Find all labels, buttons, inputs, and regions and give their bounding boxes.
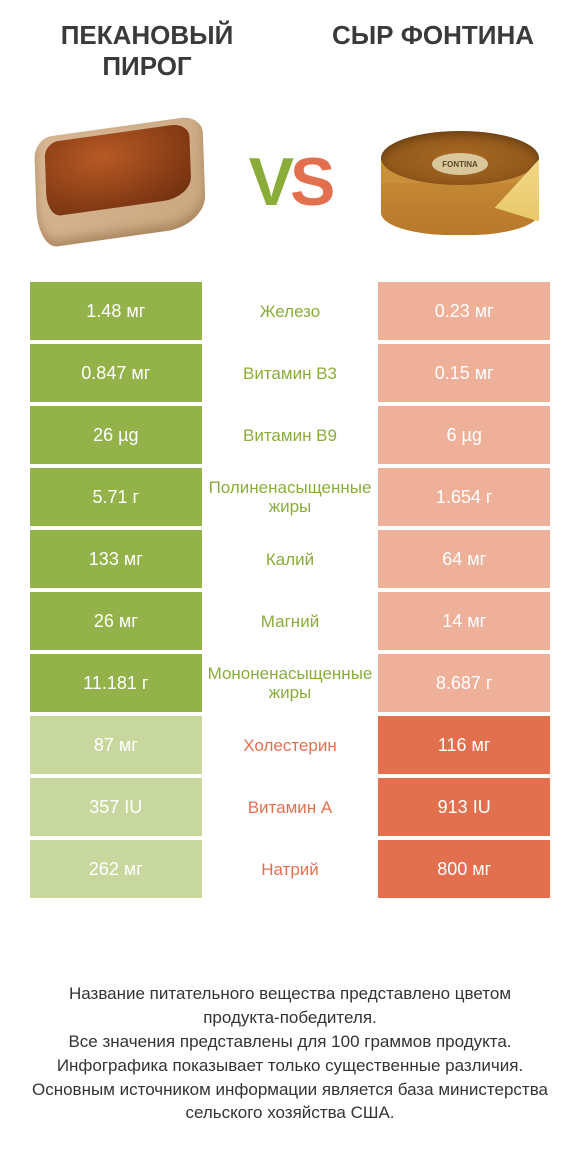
nutrient-row: 26 мгМагний14 мг bbox=[30, 592, 550, 650]
value-right: 116 мг bbox=[378, 716, 550, 774]
pecan-pie-image bbox=[30, 112, 210, 252]
nutrient-label: Железо bbox=[202, 282, 379, 340]
hero-row: VS FONTINA bbox=[0, 92, 580, 282]
nutrient-row: 133 мгКалий64 мг bbox=[30, 530, 550, 588]
value-right: 1.654 г bbox=[378, 468, 550, 526]
nutrient-label: Натрий bbox=[202, 840, 379, 898]
nutrient-row: 5.71 гПолиненасыщенные жиры1.654 г bbox=[30, 468, 550, 526]
nutrient-label: Калий bbox=[202, 530, 379, 588]
value-right: 64 мг bbox=[378, 530, 550, 588]
value-left: 133 мг bbox=[30, 530, 202, 588]
nutrient-row: 87 мгХолестерин116 мг bbox=[30, 716, 550, 774]
nutrient-label: Витамин B3 bbox=[202, 344, 379, 402]
value-right: 800 мг bbox=[378, 840, 550, 898]
nutrient-label: Витамин A bbox=[202, 778, 379, 836]
title-right: СЫР ФОНТИНА bbox=[316, 20, 550, 82]
nutrient-label: Витамин B9 bbox=[202, 406, 379, 464]
footer-line: Название питательного вещества представл… bbox=[30, 982, 550, 1030]
footer-line: Основным источником информации является … bbox=[30, 1078, 550, 1126]
nutrient-row: 262 мгНатрий800 мг bbox=[30, 840, 550, 898]
nutrient-row: 1.48 мгЖелезо0.23 мг bbox=[30, 282, 550, 340]
vs-label: VS bbox=[249, 148, 332, 216]
cheese-stamp: FONTINA bbox=[432, 153, 488, 175]
value-left: 11.181 г bbox=[30, 654, 202, 712]
nutrient-label: Магний bbox=[202, 592, 379, 650]
value-right: 0.23 мг bbox=[378, 282, 550, 340]
value-right: 14 мг bbox=[378, 592, 550, 650]
nutrient-row: 11.181 гМононенасыщенные жиры8.687 г bbox=[30, 654, 550, 712]
footer-line: Все значения представлены для 100 граммо… bbox=[30, 1030, 550, 1054]
value-right: 6 µg bbox=[378, 406, 550, 464]
header: ПЕКАНОВЫЙ ПИРОГ СЫР ФОНТИНА bbox=[0, 0, 580, 92]
value-left: 357 IU bbox=[30, 778, 202, 836]
value-left: 1.48 мг bbox=[30, 282, 202, 340]
vs-v: V bbox=[249, 144, 290, 220]
footer-line: Инфографика показывает только существенн… bbox=[30, 1054, 550, 1078]
value-right: 0.15 мг bbox=[378, 344, 550, 402]
value-left: 262 мг bbox=[30, 840, 202, 898]
nutrient-row: 0.847 мгВитамин B30.15 мг bbox=[30, 344, 550, 402]
nutrient-label: Полиненасыщенные жиры bbox=[202, 468, 379, 526]
value-left: 26 мг bbox=[30, 592, 202, 650]
pecan-pie-icon bbox=[35, 127, 205, 237]
cheese-icon: FONTINA bbox=[375, 117, 545, 247]
value-left: 5.71 г bbox=[30, 468, 202, 526]
value-left: 87 мг bbox=[30, 716, 202, 774]
nutrient-table: 1.48 мгЖелезо0.23 мг0.847 мгВитамин B30.… bbox=[0, 282, 580, 898]
nutrient-row: 26 µgВитамин B96 µg bbox=[30, 406, 550, 464]
footer-notes: Название питательного вещества представл… bbox=[0, 902, 580, 1145]
nutrient-label: Холестерин bbox=[202, 716, 379, 774]
vs-s: S bbox=[290, 144, 331, 220]
value-left: 26 µg bbox=[30, 406, 202, 464]
nutrient-row: 357 IUВитамин A913 IU bbox=[30, 778, 550, 836]
nutrient-label: Мононенасыщенные жиры bbox=[202, 654, 379, 712]
value-right: 8.687 г bbox=[378, 654, 550, 712]
value-left: 0.847 мг bbox=[30, 344, 202, 402]
value-right: 913 IU bbox=[378, 778, 550, 836]
fontina-cheese-image: FONTINA bbox=[370, 112, 550, 252]
title-left: ПЕКАНОВЫЙ ПИРОГ bbox=[30, 20, 264, 82]
